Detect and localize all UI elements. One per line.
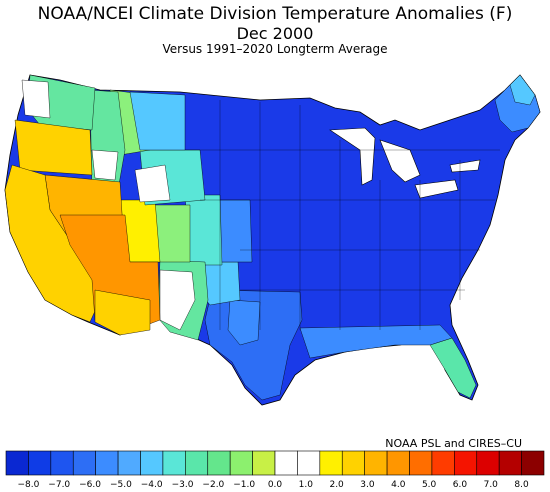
region-idaho-white: [91, 149, 119, 181]
legend-swatch: [274, 450, 298, 476]
legend-tick-label: 7.0: [484, 480, 499, 490]
legend-swatch: [207, 450, 231, 476]
region-oregon: [14, 119, 93, 176]
legend-tick-label: −1.0: [233, 480, 255, 490]
region-florida: [429, 337, 477, 399]
legend-swatch: [319, 450, 343, 476]
legend-swatch: [454, 450, 478, 476]
legend-boxes: [5, 450, 545, 476]
legend-swatch: [431, 450, 455, 476]
legend-swatch: [117, 450, 141, 476]
region-wyoming-white: [134, 164, 171, 203]
legend-tick-label: 2.0: [329, 480, 344, 490]
map-title: NOAA/NCEI Climate Division Temperature A…: [37, 4, 513, 24]
legend-tick-label: 1.0: [299, 480, 314, 490]
region-nm-white: [159, 269, 196, 331]
legend-tick-label: 4.0: [391, 480, 406, 490]
legend-swatch: [252, 450, 276, 476]
legend-swatch: [364, 450, 388, 476]
great-lakes: [329, 127, 481, 199]
legend-tick-label: −3.0: [172, 480, 194, 490]
legend-tick-label: −2.0: [202, 480, 224, 490]
legend-tick-label: 5.0: [422, 480, 437, 490]
legend-swatch: [185, 450, 209, 476]
map-period: Dec 2000: [236, 24, 314, 43]
region-washington-white: [21, 79, 51, 119]
legend-swatch: [162, 450, 186, 476]
legend-swatch: [72, 450, 96, 476]
legend-swatch: [409, 450, 433, 476]
legend-tick-label: 3.0: [360, 480, 375, 490]
region-maine-north: [509, 74, 536, 106]
region-california: [4, 164, 101, 323]
legend-swatch: [95, 450, 119, 476]
legend-tick-label: −6.0: [79, 480, 101, 490]
legend-tick-label: −4.0: [141, 480, 163, 490]
region-gulf-coast: [299, 324, 453, 359]
region-east-texas: [227, 299, 261, 346]
credit-label: NOAA PSL and CIRES–CU: [385, 437, 522, 450]
legend-tick-label: −8.0: [17, 480, 39, 490]
region-south-arizona: [94, 289, 151, 336]
legend-tick-label: 0.0: [268, 480, 283, 490]
legend-swatch: [28, 450, 52, 476]
legend-tick-label: −5.0: [110, 480, 132, 490]
map-subtitle: Versus 1991–2020 Longterm Average: [162, 42, 388, 56]
legend-ticks: −8.0 −7.0 −6.0 −5.0 −4.0 −3.0 −2.0 −1.0 0.0 1.0 2.…: [17, 480, 529, 490]
legend-swatch: [476, 450, 500, 476]
legend-swatch: [386, 450, 410, 476]
legend-swatch: [140, 450, 164, 476]
legend-swatch: [297, 450, 321, 476]
legend-swatch: [50, 450, 74, 476]
legend-swatch: [5, 450, 29, 476]
division-lines: [185, 100, 500, 330]
legend-swatch: [341, 450, 365, 476]
legend-swatch: [521, 450, 545, 476]
us-anomaly-map: [4, 74, 541, 406]
legend-swatch: [498, 450, 522, 476]
legend-tick-label: 6.0: [453, 480, 468, 490]
legend-swatch: [229, 450, 253, 476]
legend-tick-label: 8.0: [514, 480, 529, 490]
legend-tick-label: −7.0: [48, 480, 70, 490]
